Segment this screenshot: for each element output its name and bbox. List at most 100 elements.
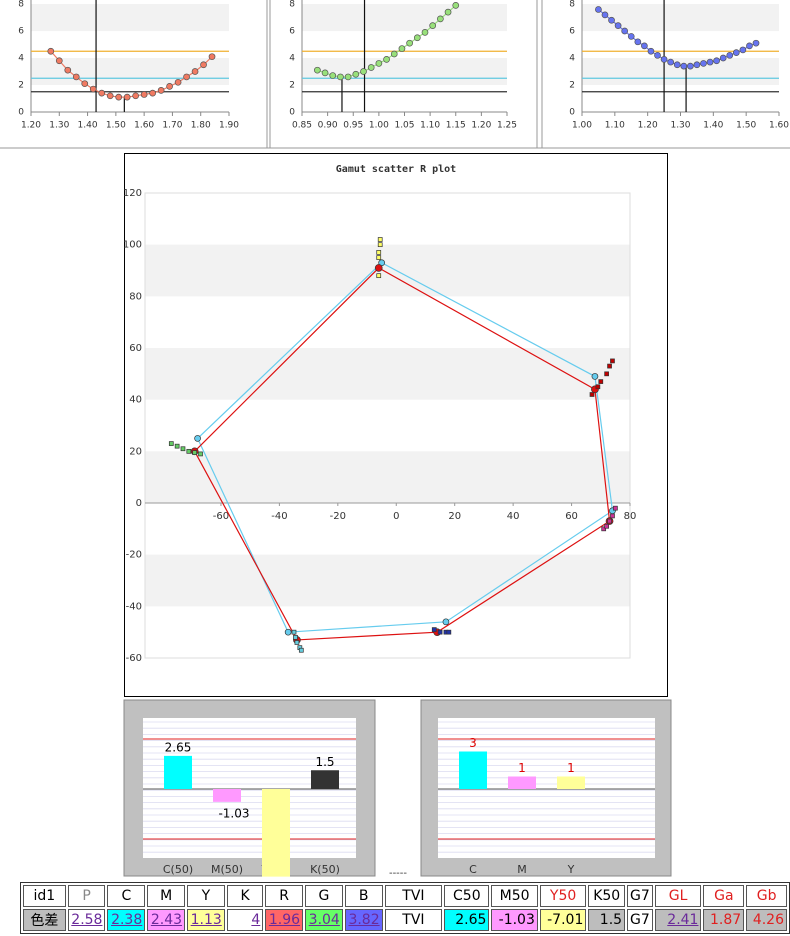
y-tick-label: 8 [18, 0, 24, 10]
cell[interactable]: 2.41 [654, 909, 702, 931]
cell: TVI [384, 909, 443, 931]
y-tick-label: 0 [136, 498, 142, 509]
point [713, 57, 720, 65]
point [604, 523, 609, 529]
point [667, 58, 675, 66]
bar [311, 770, 339, 789]
point [595, 6, 602, 13]
value-label: 1 [518, 761, 526, 775]
y-tick-label: 0 [18, 108, 24, 118]
grid-band [582, 58, 779, 86]
grid-band [302, 58, 507, 86]
point [752, 39, 760, 47]
separator: ----- [389, 868, 407, 879]
x-tick-label: 1.30 [49, 121, 69, 131]
x-tick-label: -60 [213, 511, 229, 522]
point [604, 371, 609, 377]
cell[interactable]: 4 [226, 909, 264, 931]
point [55, 57, 63, 65]
point [166, 83, 173, 90]
point [413, 34, 421, 42]
y-tick-label: 100 [123, 240, 142, 251]
x-tick-label: 1.30 [670, 121, 690, 131]
point [329, 72, 337, 79]
cell: K50 [588, 885, 626, 907]
point [298, 647, 304, 653]
point [589, 392, 595, 397]
cell: G [305, 885, 343, 907]
point [614, 22, 622, 29]
cell[interactable]: 1.13 [187, 909, 225, 931]
x-tick-label: 1.40 [78, 121, 98, 131]
x-tick-label: 1.10 [420, 121, 440, 131]
cell: K [226, 885, 264, 907]
cell: M50 [491, 885, 538, 907]
point [200, 61, 207, 69]
y-tick-label: 8 [569, 0, 575, 10]
y-tick-label: 40 [129, 395, 142, 406]
point [660, 56, 668, 63]
point [686, 62, 694, 70]
point [406, 39, 413, 47]
y-tick-label: 120 [123, 188, 142, 199]
bar [213, 789, 241, 802]
point [186, 448, 192, 454]
cell[interactable]: 1.96 [265, 909, 304, 931]
cell: B [344, 885, 383, 907]
point [149, 89, 156, 97]
cell[interactable]: 3.82 [344, 909, 383, 931]
cell[interactable]: 2.58 [67, 909, 106, 931]
grid-band [145, 244, 630, 297]
y-tick-label: 8 [289, 0, 295, 10]
grid-band [582, 4, 779, 32]
cell[interactable]: 2.43 [147, 909, 186, 931]
point [595, 384, 601, 390]
point [64, 66, 72, 74]
cell: 1.87 [703, 909, 745, 931]
x-tick-label: 1.60 [134, 121, 154, 131]
x-tick-label: 1.50 [106, 121, 126, 131]
point [72, 73, 80, 81]
x-tick-label: 1.60 [769, 121, 789, 131]
x-tick-label: -20 [330, 511, 346, 522]
x-tick-label: 1.80 [191, 121, 211, 131]
point [192, 450, 198, 455]
y-tick-label: -60 [126, 653, 142, 664]
x-tick-label: 1.00 [572, 121, 592, 131]
point [47, 47, 55, 55]
cell: TVI [384, 885, 443, 907]
cell: Gb [746, 885, 787, 907]
point [641, 42, 648, 50]
cell: 2.65 [444, 909, 490, 931]
grid-band [302, 4, 507, 32]
cell: C [107, 885, 146, 907]
cell: -1.03 [491, 909, 538, 931]
cell[interactable]: 2.38 [107, 909, 146, 931]
x-tick-label: -40 [271, 511, 287, 522]
x-tick-label: 0 [393, 511, 399, 522]
value-label: 2.65 [165, 740, 192, 754]
point [375, 60, 383, 67]
cell: -7.01 [539, 909, 587, 931]
point [294, 640, 300, 645]
y-tick-label: 4 [18, 54, 24, 64]
point [680, 62, 688, 70]
grid-band [31, 4, 229, 32]
point [421, 29, 429, 36]
point [89, 85, 97, 93]
x-tick-label: 40 [507, 511, 520, 522]
point [647, 47, 655, 55]
point [183, 73, 190, 81]
x-tick-label: 1.20 [471, 121, 491, 131]
point [390, 50, 398, 58]
point [446, 629, 452, 635]
x-tick-label: 1.90 [219, 121, 239, 131]
cell[interactable]: 3.04 [305, 909, 343, 931]
point [719, 54, 727, 62]
point [700, 60, 707, 67]
x-tick-label: 80 [624, 511, 637, 522]
y-tick-label: 2 [569, 81, 575, 91]
point [398, 45, 406, 52]
gamut-frame [124, 153, 668, 697]
